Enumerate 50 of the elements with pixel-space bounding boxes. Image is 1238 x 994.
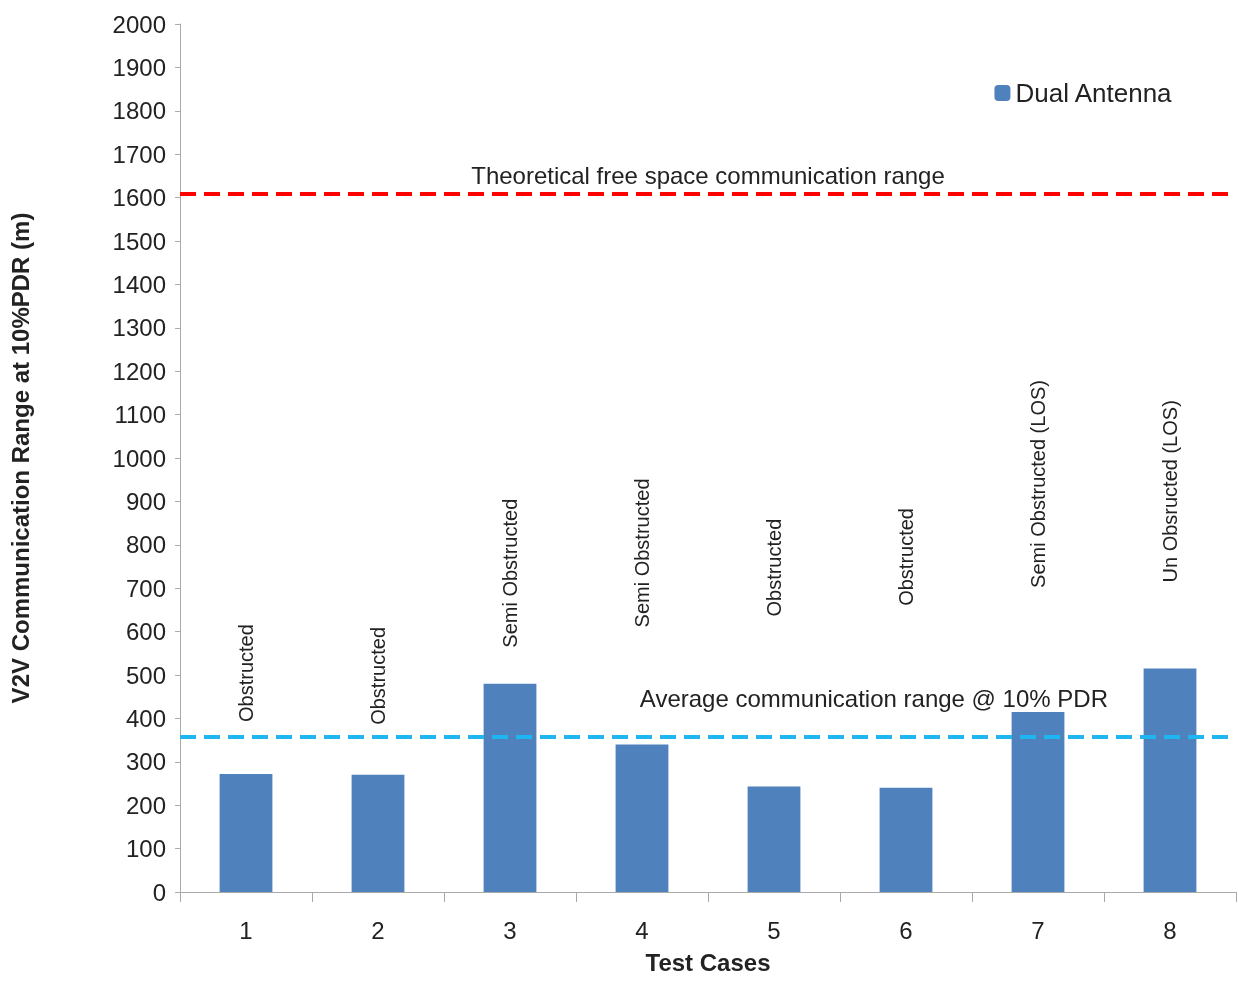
y-tick-label: 2000: [112, 10, 166, 38]
annotation: Un Obsructed (LOS): [1159, 400, 1181, 583]
x-axis-title: Test Cases: [645, 948, 771, 976]
x-tick-label: 4: [635, 916, 649, 944]
annotation: Obstructed: [895, 508, 917, 606]
bar: [1011, 711, 1065, 892]
y-tick-label: 1100: [114, 401, 166, 429]
y-tick-label: 1000: [112, 444, 166, 472]
y-tick-label: 500: [125, 661, 166, 689]
ref-line-label: Theoretical free space communication range: [471, 161, 945, 189]
y-tick-label: 1800: [112, 97, 166, 125]
y-tick-label: 800: [125, 531, 166, 559]
y-tick-label: 100: [125, 835, 166, 863]
y-axis-title: V2V Communication Range at 10%PDR (m): [6, 212, 34, 704]
x-tick-label: 1: [239, 916, 253, 944]
y-tick-label: 0: [152, 878, 166, 906]
y-tick-label: 600: [125, 618, 166, 646]
y-tick-label: 1300: [112, 314, 166, 342]
y-tick-label: 1400: [112, 270, 166, 298]
bar: [747, 786, 801, 892]
x-tick-label: 2: [371, 916, 385, 944]
y-tick-label: 1200: [112, 357, 166, 385]
y-tick-label: 200: [125, 791, 166, 819]
y-tick-label: 900: [125, 487, 166, 515]
y-tick-label: 1600: [112, 184, 166, 212]
y-tick-label: 400: [125, 704, 166, 732]
bar: [1143, 668, 1197, 892]
annotation: Semi Obstructed (LOS): [1027, 380, 1049, 588]
y-tick-label: 1500: [112, 227, 166, 255]
y-tick-label: 1700: [112, 140, 166, 168]
annotation: Semi Obstructed: [499, 498, 521, 648]
y-tick-label: 300: [125, 748, 166, 776]
x-tick-label: 8: [1163, 916, 1177, 944]
annotation: Obstructed: [235, 624, 257, 722]
bar: [483, 683, 537, 892]
y-tick-label: 700: [125, 574, 166, 602]
x-tick-label: 5: [767, 916, 781, 944]
x-tick-label: 3: [503, 916, 517, 944]
x-tick-label: 7: [1031, 916, 1045, 944]
annotation: Semi Obstructed: [631, 478, 653, 628]
bar: [351, 774, 405, 892]
x-tick-label: 6: [899, 916, 913, 944]
bar: [879, 787, 933, 892]
y-tick-label: 1900: [112, 53, 166, 81]
ref-line-label: Average communication range @ 10% PDR: [639, 685, 1108, 713]
bar: [219, 773, 273, 892]
annotation: Obstructed: [763, 518, 785, 617]
annotation: Obstructed: [367, 626, 389, 725]
legend-label: Dual Antenna: [1015, 78, 1173, 108]
bar: [615, 744, 669, 892]
